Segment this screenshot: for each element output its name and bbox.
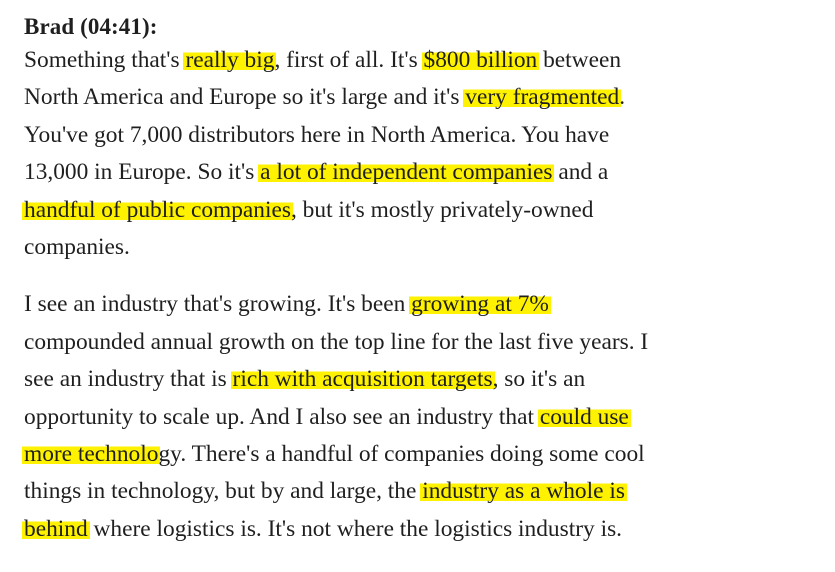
text-line: more technology. There's a handful of co… <box>22 436 829 473</box>
highlighted-phrase: growing at 7% <box>409 291 551 318</box>
text-line: see an industry that is rich with acquis… <box>24 361 829 398</box>
text-line: things in technology, but by and large, … <box>24 473 829 510</box>
text-segment: North America and Europe so it's large a… <box>24 84 466 111</box>
text-segment: opportunity to scale up. And I also see … <box>24 403 540 430</box>
text-line: opportunity to scale up. And I also see … <box>24 399 829 436</box>
text-segment: I see an industry that's growing. It's b… <box>24 291 412 318</box>
highlighted-phrase: industry as a whole is <box>420 478 627 505</box>
text-segment: Something that's <box>24 47 186 73</box>
highlighted-phrase: handful of public companies <box>22 196 293 223</box>
text-segment: between <box>537 47 622 73</box>
text-segment: and a <box>552 159 609 186</box>
text-segment: things in technology, but by and large, … <box>24 478 423 505</box>
text-line: companies. <box>24 229 829 266</box>
speaker-timestamp: Brad (04:41): <box>24 14 158 39</box>
text-line: Something that's really big, first of al… <box>24 42 829 79</box>
highlighted-phrase: a lot of independent companies <box>258 159 555 186</box>
text-line: compounded annual growth on the top line… <box>24 324 829 361</box>
highlighted-phrase: really big <box>183 47 277 73</box>
text-line: 13,000 in Europe. So it's a lot of indep… <box>24 154 829 191</box>
highlighted-phrase: could use <box>537 403 631 430</box>
text-segment: companies. <box>24 234 130 261</box>
highlighted-phrase: rich with acquisition targets <box>230 366 495 393</box>
text-segment: compounded annual growth on the top line… <box>24 328 649 355</box>
text-segment: , first of all. It's <box>274 47 424 73</box>
text-segment: gy. There's a handful of companies doing… <box>158 441 645 468</box>
transcript-paragraph-2: I see an industry that's growing. It's b… <box>22 286 829 548</box>
text-line: behind where logistics is. It's not wher… <box>22 511 829 548</box>
text-line: North America and Europe so it's large a… <box>24 79 829 116</box>
transcript-excerpt: Brad (04:41): Something that's really bi… <box>22 12 829 548</box>
text-segment: , so it's an <box>492 366 586 393</box>
transcript-paragraph-1: Something that's really big, first of al… <box>22 42 829 266</box>
text-line: handful of public companies, but it's mo… <box>22 192 829 229</box>
text-line: I see an industry that's growing. It's b… <box>24 286 829 323</box>
highlighted-phrase: very fragmented <box>463 84 622 111</box>
text-segment: . <box>619 84 626 111</box>
text-segment: You've got 7,000 distributors here in No… <box>24 121 610 148</box>
text-segment: where logistics is. It's not where the l… <box>87 515 623 542</box>
text-segment: , but it's mostly privately-owned <box>290 196 594 223</box>
highlighted-phrase: more technolo <box>22 441 161 468</box>
text-segment: 13,000 in Europe. So it's <box>24 159 261 186</box>
highlighted-phrase: behind <box>22 515 90 542</box>
text-line: You've got 7,000 distributors here in No… <box>24 117 829 154</box>
highlighted-phrase: $800 billion <box>421 47 540 73</box>
text-segment: see an industry that is <box>24 366 233 393</box>
